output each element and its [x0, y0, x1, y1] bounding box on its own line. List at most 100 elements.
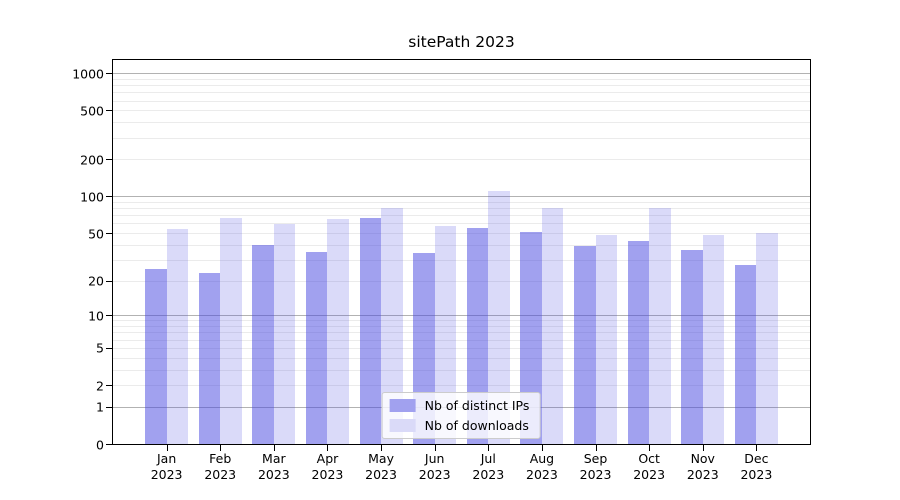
- x-tick-month: Mar: [262, 451, 286, 466]
- chart-title: sitePath 2023: [408, 33, 515, 51]
- y-tick: [106, 196, 113, 198]
- x-tick: [595, 444, 597, 451]
- x-tick-label: Aug 2023: [507, 451, 577, 483]
- gridline-minor: [113, 78, 810, 80]
- x-tick-year: 2023: [526, 467, 558, 482]
- x-tick: [220, 444, 222, 451]
- x-tick-month: Dec: [744, 451, 769, 466]
- gridline-minor: [113, 215, 810, 217]
- y-tick-label: 1000: [72, 66, 104, 82]
- x-tick-label: May 2023: [346, 451, 416, 483]
- y-tick: [106, 385, 113, 387]
- x-tick-month: Sep: [583, 451, 608, 466]
- bar-downloads: [595, 235, 617, 444]
- y-tick: [106, 233, 113, 235]
- bar-downloads: [756, 233, 778, 444]
- y-tick: [106, 315, 113, 317]
- x-tick: [327, 444, 329, 451]
- gridline-minor: [113, 85, 810, 87]
- x-tick: [649, 444, 651, 451]
- gridline-minor: [113, 233, 810, 235]
- x-tick-month: Jun: [424, 451, 445, 466]
- bar-distinct-ips: [627, 240, 650, 444]
- y-tick-label: 10: [88, 308, 104, 324]
- x-tick-month: Nov: [690, 451, 715, 466]
- legend-label-distinct-ips: Nb of distinct IPs: [424, 398, 530, 413]
- gridline-minor: [113, 100, 810, 102]
- legend-item-downloads: Nb of downloads: [389, 418, 530, 433]
- bar-downloads: [541, 207, 564, 444]
- gridline-major: [113, 73, 810, 75]
- gridline-minor: [113, 208, 810, 210]
- gridline-minor: [113, 223, 810, 225]
- x-tick-label: Dec 2023: [721, 451, 791, 483]
- bar-distinct-ips: [145, 269, 167, 444]
- bar-distinct-ips: [574, 246, 596, 444]
- y-tick: [106, 444, 113, 445]
- gridline-minor: [113, 339, 810, 341]
- x-tick-label: Jan 2023: [132, 451, 202, 483]
- y-tick-label: 100: [80, 189, 104, 205]
- x-tick-month: Jul: [480, 451, 496, 466]
- bar-downloads: [488, 191, 510, 444]
- gridline-major: [113, 196, 810, 198]
- gridline-minor: [113, 320, 810, 322]
- legend: Nb of distinct IPs Nb of downloads: [381, 392, 541, 439]
- bar-downloads: [220, 218, 242, 444]
- x-tick-year: 2023: [740, 467, 773, 482]
- bar-downloads: [649, 207, 671, 444]
- y-tick: [106, 406, 113, 408]
- x-tick-month: Feb: [209, 451, 232, 466]
- bar-downloads: [702, 235, 725, 444]
- x-tick: [166, 444, 168, 451]
- gridline-minor: [113, 159, 810, 161]
- x-tick: [381, 444, 383, 451]
- x-tick: [488, 444, 490, 451]
- y-tick: [106, 73, 113, 75]
- y-tick: [106, 159, 113, 161]
- x-tick-label: Sep 2023: [561, 451, 631, 483]
- x-tick-year: 2023: [633, 467, 666, 482]
- x-tick-label: Apr 2023: [292, 451, 362, 483]
- bar-downloads: [273, 224, 296, 444]
- legend-swatch-downloads: [389, 419, 416, 432]
- bar-distinct-ips: [198, 273, 221, 444]
- bar-downloads: [434, 226, 457, 444]
- bar-distinct-ips: [466, 227, 489, 444]
- y-tick-label: 5: [96, 340, 104, 356]
- y-tick: [106, 110, 113, 112]
- x-tick-label: Nov 2023: [668, 451, 738, 483]
- x-tick-year: 2023: [257, 467, 290, 482]
- x-tick-year: 2023: [204, 467, 237, 482]
- gridline-minor: [113, 326, 810, 328]
- x-tick-year: 2023: [472, 467, 505, 482]
- x-tick-year: 2023: [686, 467, 719, 482]
- bar-distinct-ips: [252, 244, 274, 444]
- x-tick: [541, 444, 543, 451]
- x-tick-month: Jan: [156, 451, 177, 466]
- x-tick-label: Jul 2023: [453, 451, 523, 483]
- legend-label-downloads: Nb of downloads: [424, 418, 529, 433]
- x-tick-year: 2023: [418, 467, 451, 482]
- gridline-minor: [113, 357, 810, 359]
- bar-distinct-ips: [734, 265, 757, 444]
- x-tick-label: Feb 2023: [185, 451, 255, 483]
- legend-swatch-distinct-ips: [389, 399, 416, 412]
- y-tick-label: 0: [96, 437, 104, 452]
- x-tick-label: Oct 2023: [614, 451, 684, 483]
- x-tick-month: Apr: [316, 451, 339, 466]
- x-tick-year: 2023: [150, 467, 183, 482]
- x-tick-month: Oct: [638, 451, 660, 466]
- gridline-major: [113, 315, 810, 317]
- gridline-minor: [113, 280, 810, 282]
- y-tick-label: 20: [88, 273, 104, 289]
- x-tick: [434, 444, 436, 451]
- x-tick: [702, 444, 704, 451]
- bar-distinct-ips: [359, 217, 382, 444]
- x-tick-label: Jun 2023: [400, 451, 470, 483]
- y-tick-label: 1: [96, 399, 104, 415]
- gridline-minor: [113, 332, 810, 334]
- x-tick-label: Mar 2023: [239, 451, 309, 483]
- gridline-minor: [113, 369, 810, 371]
